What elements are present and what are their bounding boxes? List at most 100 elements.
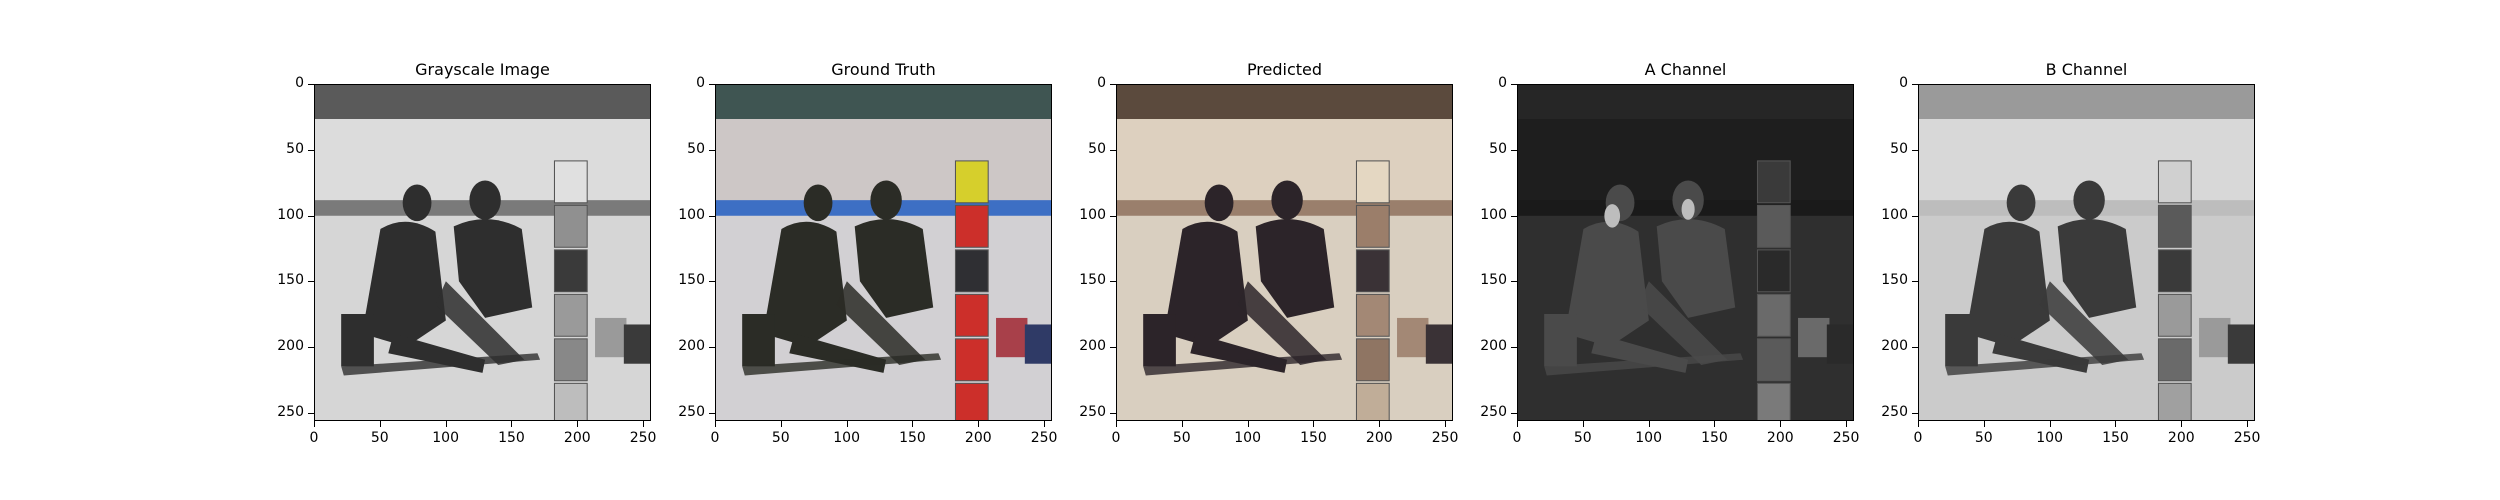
y-tick-label: 0 <box>1097 75 1106 91</box>
y-tick-label: 200 <box>277 338 304 355</box>
y-tick-label: 150 <box>1881 272 1908 289</box>
x-tick-mark <box>379 421 381 427</box>
y-tick-mark <box>1511 215 1517 217</box>
x-tick-label: 150 <box>899 430 926 446</box>
y-tick-label: 50 <box>286 140 304 157</box>
y-tick-label: 100 <box>1881 206 1908 223</box>
x-tick-label: 0 <box>309 430 319 446</box>
y-tick-label: 100 <box>1079 206 1106 223</box>
y-tick-mark <box>1110 347 1116 349</box>
y-tick-mark <box>1912 413 1918 415</box>
panel-title: Grayscale Image <box>415 60 550 79</box>
y-tick-label: 250 <box>277 404 304 421</box>
x-tick-mark <box>577 421 579 427</box>
x-tick-mark <box>1445 421 1447 427</box>
y-tick-label: 100 <box>678 206 705 223</box>
x-tick-mark <box>978 421 980 427</box>
y-tick-label: 250 <box>1881 404 1908 421</box>
x-tick-mark <box>1379 421 1381 427</box>
x-tick-label: 100 <box>432 430 459 446</box>
y-tick-label: 150 <box>678 272 705 289</box>
y-tick-mark <box>308 413 314 415</box>
x-tick-label: 100 <box>1635 430 1662 446</box>
y-tick-mark <box>709 84 715 85</box>
y-tick-label: 250 <box>1079 404 1106 421</box>
y-tick-label: 250 <box>1480 404 1507 421</box>
panel-title: B Channel <box>2045 60 2128 79</box>
x-tick-mark <box>314 421 315 427</box>
y-tick-label: 150 <box>277 272 304 289</box>
x-tick-label: 50 <box>370 430 389 446</box>
y-tick-mark <box>1511 347 1517 349</box>
y-tick-mark <box>1511 84 1517 85</box>
x-tick-label: 50 <box>1573 430 1592 446</box>
a-channel-map <box>1517 84 1854 421</box>
x-tick-mark <box>511 421 513 427</box>
x-tick-label: 100 <box>2036 430 2063 446</box>
y-tick-label: 0 <box>295 75 304 91</box>
y-tick-label: 150 <box>1480 272 1507 289</box>
x-tick-label: 0 <box>1111 430 1121 446</box>
y-tick-label: 50 <box>1489 140 1507 157</box>
x-tick-mark <box>445 421 447 427</box>
x-tick-label: 50 <box>771 430 790 446</box>
x-tick-label: 250 <box>629 430 657 446</box>
x-tick-mark <box>643 421 645 427</box>
x-tick-mark <box>912 421 914 427</box>
x-tick-label: 100 <box>1234 430 1261 446</box>
y-tick-mark <box>1110 281 1116 283</box>
y-tick-mark <box>1110 413 1116 415</box>
x-tick-mark <box>1313 421 1315 427</box>
y-tick-label: 50 <box>1088 140 1106 157</box>
x-tick-label: 150 <box>2102 430 2129 446</box>
x-tick-label: 200 <box>1766 430 1794 446</box>
x-tick-label: 100 <box>833 430 860 446</box>
x-tick-mark <box>1517 421 1518 427</box>
x-tick-label: 150 <box>1701 430 1728 446</box>
y-tick-mark <box>1110 149 1116 151</box>
y-tick-mark <box>1511 413 1517 415</box>
x-tick-mark <box>2049 421 2051 427</box>
y-tick-mark <box>308 84 314 85</box>
y-tick-mark <box>308 215 314 217</box>
x-tick-label: 250 <box>2233 430 2261 446</box>
x-tick-mark <box>1116 421 1117 427</box>
y-tick-mark <box>709 347 715 349</box>
y-tick-label: 200 <box>1881 338 1908 355</box>
y-tick-mark <box>709 281 715 283</box>
y-tick-label: 200 <box>1079 338 1106 355</box>
y-tick-mark <box>1912 281 1918 283</box>
y-tick-mark <box>1912 215 1918 217</box>
y-tick-label: 200 <box>1480 338 1507 355</box>
x-tick-label: 50 <box>1974 430 1993 446</box>
grayscale-photo <box>314 84 651 421</box>
x-tick-mark <box>2247 421 2249 427</box>
y-tick-label: 100 <box>1480 206 1507 223</box>
x-tick-label: 200 <box>2167 430 2195 446</box>
y-tick-label: 50 <box>687 140 705 157</box>
x-tick-label: 200 <box>964 430 992 446</box>
panel-title: A Channel <box>1644 60 1727 79</box>
x-tick-label: 0 <box>1512 430 1522 446</box>
y-tick-label: 0 <box>1899 75 1908 91</box>
x-tick-mark <box>1918 421 1919 427</box>
y-tick-label: 50 <box>1890 140 1908 157</box>
x-tick-label: 250 <box>1832 430 1860 446</box>
x-tick-mark <box>1846 421 1848 427</box>
y-tick-mark <box>1912 149 1918 151</box>
y-tick-mark <box>709 413 715 415</box>
y-tick-label: 0 <box>696 75 705 91</box>
x-tick-mark <box>1780 421 1782 427</box>
ground-truth-photo <box>715 84 1052 421</box>
y-tick-mark <box>1110 84 1116 85</box>
x-tick-label: 50 <box>1172 430 1191 446</box>
x-tick-label: 200 <box>1365 430 1393 446</box>
y-tick-mark <box>308 347 314 349</box>
x-tick-mark <box>1247 421 1249 427</box>
x-tick-label: 0 <box>710 430 720 446</box>
y-tick-label: 250 <box>678 404 705 421</box>
y-tick-mark <box>1110 215 1116 217</box>
y-tick-label: 100 <box>277 206 304 223</box>
b-channel-map <box>1918 84 2255 421</box>
x-tick-mark <box>1714 421 1716 427</box>
